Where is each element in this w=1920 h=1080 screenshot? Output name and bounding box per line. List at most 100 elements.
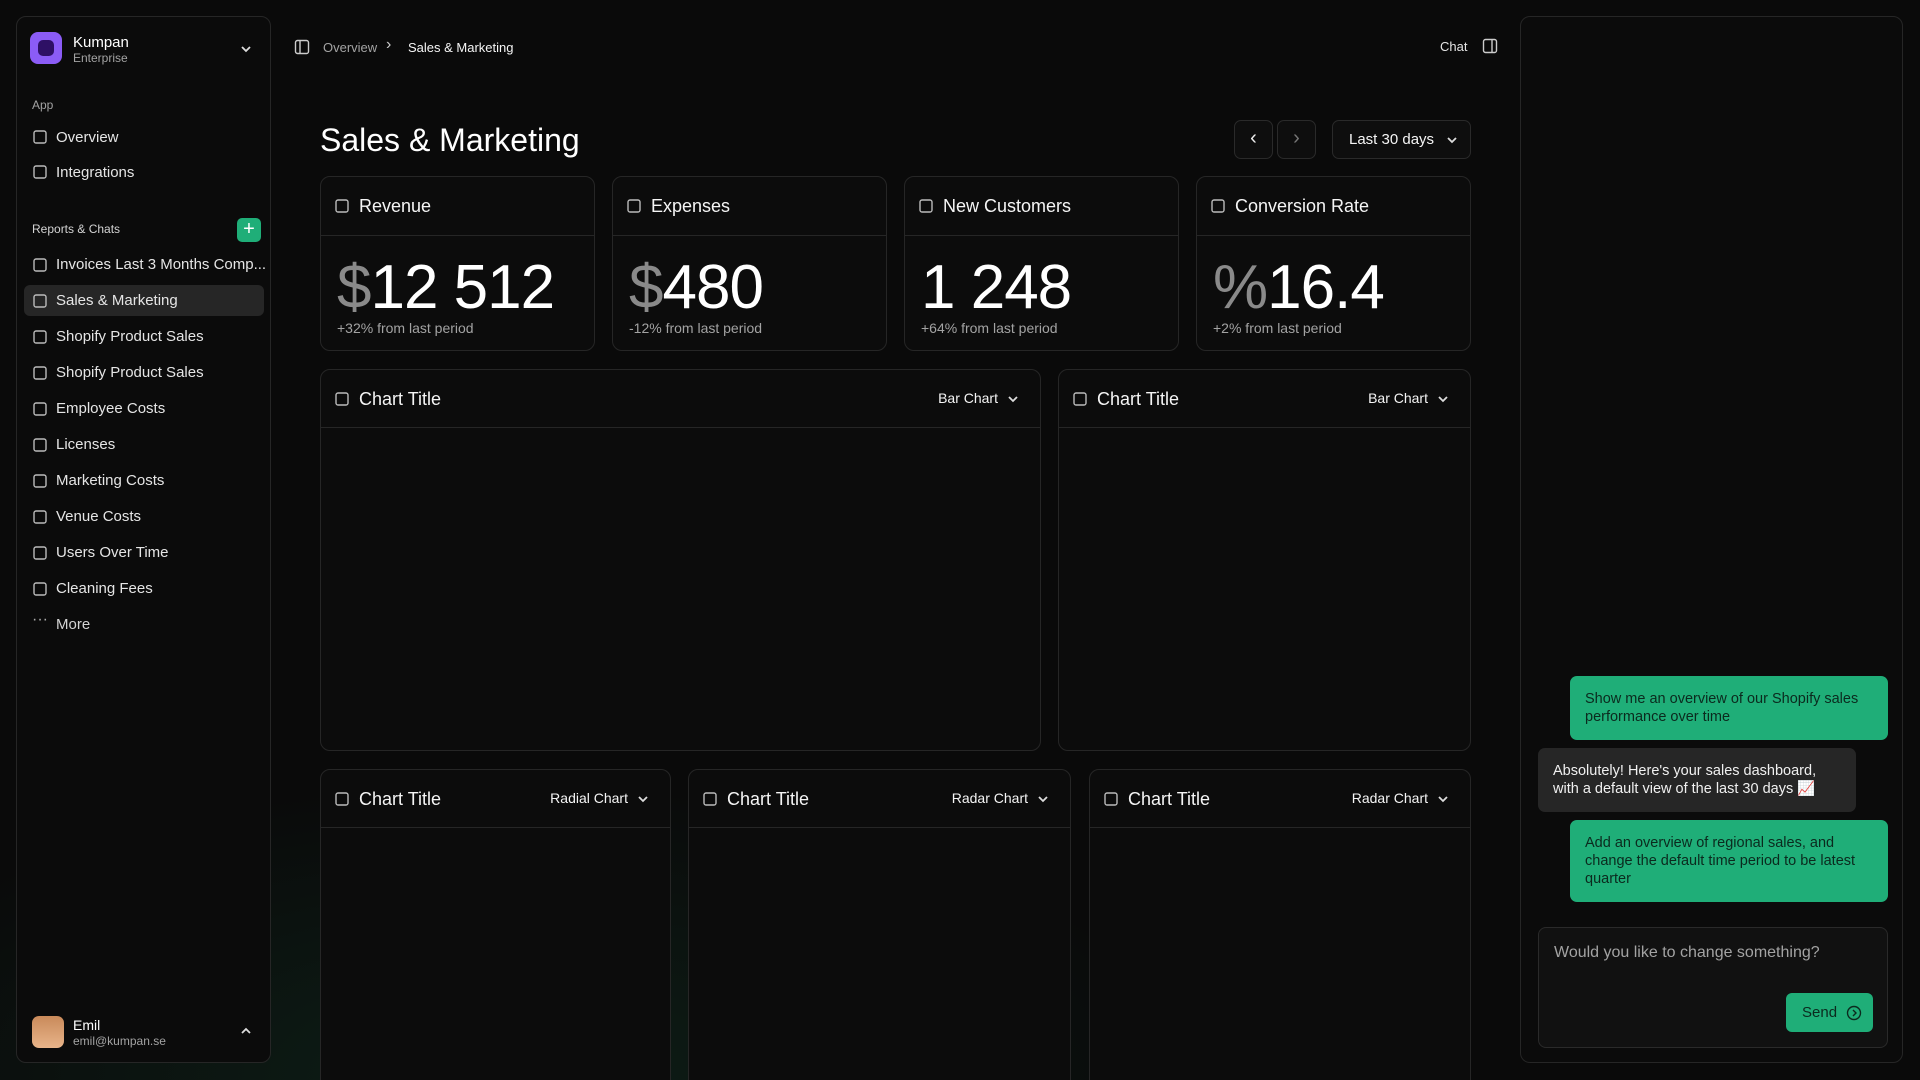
chevron <box>1038 796 1048 803</box>
chevron <box>1447 137 1457 144</box>
kpi-number: 16.4 <box>1267 253 1385 322</box>
nav-item[interactable]: Employee Costs <box>24 393 264 424</box>
kpi-card: New Customers 1 248 +64% from last period <box>904 176 1179 351</box>
nav-item[interactable]: Marketing Costs <box>24 465 264 496</box>
chart-icon <box>335 392 349 406</box>
nav-label: Users Over Time <box>56 544 169 561</box>
kpi-label: Revenue <box>359 196 432 216</box>
icon-shape <box>33 474 47 488</box>
nav-label: Invoices Last 3 Months Comp... <box>56 256 267 273</box>
chart-type-select[interactable]: Bar Chart <box>938 390 1020 410</box>
icon <box>33 402 47 416</box>
chart-title: Chart Title <box>359 389 442 409</box>
icon-shape <box>1073 392 1087 406</box>
section-label: Reports & Chats <box>32 222 121 236</box>
page-title: Sales & Marketing <box>320 122 580 158</box>
chart-type-select[interactable]: Bar Chart <box>1368 390 1450 410</box>
nav-item[interactable]: Venue Costs <box>24 501 264 532</box>
user-menu-chevron[interactable] <box>239 1024 253 1038</box>
nav-item[interactable]: Users Over Time <box>24 537 264 568</box>
period-dropdown[interactable]: Last 30 days <box>1332 120 1471 159</box>
prev-button[interactable]: ‹ <box>1234 120 1273 159</box>
divider <box>1197 235 1470 236</box>
kpi-delta: +64% from last period <box>921 320 1058 336</box>
icon-shape <box>1846 1005 1862 1021</box>
chevron <box>638 796 648 803</box>
next-button[interactable]: › <box>1277 120 1316 159</box>
nav-item[interactable]: Shopify Product Sales <box>24 321 264 352</box>
nav-item[interactable]: Integrations <box>24 157 264 187</box>
nav-item[interactable]: Overview <box>24 122 264 152</box>
nav-item[interactable]: Cleaning Fees <box>24 573 264 604</box>
nav-item[interactable]: Sales & Marketing <box>24 285 264 316</box>
kpi-value: 1 248 <box>921 252 1072 323</box>
chevron <box>1038 796 1048 803</box>
chat-toggle[interactable] <box>1482 38 1498 54</box>
chevron <box>1438 796 1448 803</box>
kpi-label: Conversion Rate <box>1235 196 1370 216</box>
user-email: emil@kumpan.se <box>73 1034 166 1048</box>
org-chevron[interactable] <box>239 42 253 56</box>
nav-item[interactable]: ··· More <box>24 609 264 640</box>
nav-label: Employee Costs <box>56 400 166 417</box>
chart-type-label: Radial Chart <box>550 790 628 806</box>
breadcrumb-link[interactable]: Overview <box>323 40 378 55</box>
breadcrumb-current: Sales & Marketing <box>408 40 514 55</box>
chart-card: Chart Title Bar Chart <box>320 369 1041 751</box>
nav-item[interactable]: Licenses <box>24 429 264 460</box>
user-name: Emil <box>73 1017 101 1033</box>
icon-shape <box>33 366 47 380</box>
nav-label: Licenses <box>56 436 116 453</box>
icon-shape <box>1104 792 1118 806</box>
nav-item[interactable]: Shopify Product Sales <box>24 357 264 388</box>
kpi-label: Expenses <box>651 196 731 216</box>
icon-shape <box>33 165 47 179</box>
icon-shape <box>294 39 310 55</box>
icon-shape <box>33 546 47 560</box>
kpi-number: 480 <box>662 253 763 322</box>
divider <box>1059 427 1470 428</box>
icon <box>33 258 47 272</box>
period-label: Last 30 days <box>1349 131 1435 148</box>
nav-label: Marketing Costs <box>56 472 165 489</box>
icon <box>33 366 47 380</box>
icon <box>33 330 47 344</box>
breadcrumb-separator: › <box>386 36 392 53</box>
chart-type-select[interactable]: Radial Chart <box>550 790 650 810</box>
chat-toggle-label[interactable]: Chat <box>1440 39 1468 54</box>
nav-label: Shopify Product Sales <box>56 328 204 345</box>
chevron <box>638 796 648 803</box>
send-button[interactable]: Send <box>1786 993 1873 1032</box>
sidebar: Kumpan Enterprise App Reports & Chats + … <box>16 16 271 1063</box>
divider <box>321 827 670 828</box>
icon <box>33 130 47 144</box>
sidebar-toggle[interactable] <box>294 39 310 55</box>
divider <box>905 235 1178 236</box>
nav-item[interactable]: Invoices Last 3 Months Comp... <box>24 249 267 280</box>
divider <box>613 235 886 236</box>
icon-shape <box>335 199 349 213</box>
chat-input[interactable]: Would you like to change something? Send <box>1538 927 1888 1048</box>
chart-icon <box>335 792 349 806</box>
chart-type-label: Bar Chart <box>938 390 998 406</box>
chevron <box>1008 396 1018 403</box>
icon-shape <box>335 792 349 806</box>
icon-shape <box>919 199 933 213</box>
icon-shape <box>627 199 641 213</box>
kpi-value: %16.4 <box>1213 252 1385 323</box>
nav-label: Venue Costs <box>56 508 142 525</box>
kpi-icon <box>1211 199 1225 213</box>
icon <box>33 165 47 179</box>
chevron <box>1008 396 1018 403</box>
kpi-card: Revenue $12 512 +32% from last period <box>320 176 595 351</box>
divider <box>321 427 1040 428</box>
section-label: App <box>32 98 54 112</box>
icon <box>33 582 47 596</box>
chart-type-select[interactable]: Radar Chart <box>952 790 1050 810</box>
icon-shape <box>33 258 47 272</box>
chart-type-select[interactable]: Radar Chart <box>1352 790 1450 810</box>
chart-card: Chart Title Bar Chart <box>1058 369 1471 751</box>
add-report-button[interactable]: + <box>237 218 261 242</box>
chevron <box>1447 137 1457 144</box>
